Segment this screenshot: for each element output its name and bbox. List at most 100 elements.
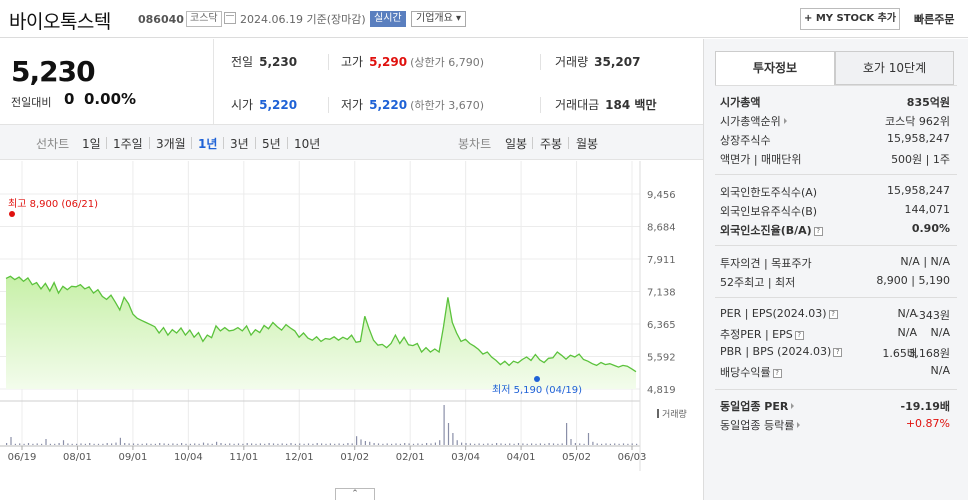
x-tick-label: 09/01: [118, 452, 147, 463]
x-tick-label: 01/02: [340, 452, 369, 463]
row-market-cap-rank[interactable]: 시가총액순위 코스닥 962위: [720, 115, 950, 128]
price-chart[interactable]: 9,456 8,684 7,911 7,138 6,365 5,592 4,819 최고 8…: [0, 161, 703, 500]
price-stats: 전일 5,230 고가 5,290 (상한가 6,790) 거래량 35,207 시가 5…: [213, 39, 703, 124]
quick-order-link[interactable]: 빠른주문: [914, 13, 955, 26]
volume-bar: [176, 443, 178, 445]
volume-bar: [430, 443, 432, 445]
volume-bar: [286, 443, 288, 445]
volume-bar: [242, 443, 244, 445]
divider: [328, 54, 329, 70]
volume-bar: [347, 443, 349, 445]
x-tick-label: 11/01: [229, 452, 258, 463]
volume-bar: [84, 443, 86, 445]
row-industry-rate[interactable]: 동일업종 등락률 +0.87%: [720, 417, 950, 432]
volume-bar: [49, 443, 51, 445]
volume-bar: [474, 443, 476, 445]
company-overview-dropdown[interactable]: 기업개요 ▾: [411, 11, 466, 27]
row-foreign-holding: 외국인보유주식수(B) 144,071: [720, 203, 950, 218]
volume-bar: [452, 433, 454, 445]
row-industry-per[interactable]: 동일업종 PER -19.19배: [720, 400, 950, 413]
volume-bar: [399, 443, 401, 445]
volume-bar: [447, 423, 450, 445]
help-icon[interactable]: ?: [813, 227, 823, 236]
tab-5y[interactable]: 5년: [262, 137, 281, 151]
row-market-cap: 시가총액 835억원: [720, 96, 950, 109]
x-tick-label: 04/01: [507, 452, 536, 463]
divider: [715, 245, 957, 246]
x-tick-label: 08/01: [63, 452, 92, 463]
volume-bar: [141, 443, 143, 445]
volume-bar: [137, 443, 139, 445]
x-tick-label: 06/19: [8, 452, 37, 463]
my-stock-add-button[interactable]: + MY STOCK 추가: [800, 8, 900, 30]
volume-bar: [544, 443, 546, 445]
volume-bar: [202, 442, 205, 445]
volume-bar: [299, 443, 301, 445]
volume-bar: [189, 443, 191, 445]
tab-weekly-candle[interactable]: 주봉: [540, 137, 563, 151]
volume-bar: [382, 443, 384, 445]
row-foreign-ratio: 외국인소진율(B/A)? 0.90%: [720, 222, 950, 237]
volume-bar: [150, 443, 152, 445]
volume-bar: [377, 443, 380, 445]
volume-bar: [360, 439, 362, 445]
volume-bar: [277, 443, 279, 445]
volume-bar: [404, 443, 406, 445]
volume-bar: [128, 443, 130, 445]
stat-amount: 거래대금 184 백만: [555, 98, 657, 112]
chart-collapse-toggle[interactable]: ⌃: [335, 488, 375, 500]
volume-bar: [229, 443, 231, 445]
tab-1d[interactable]: 1일: [82, 137, 101, 151]
volume-bar: [487, 443, 489, 445]
volume-bar: [526, 443, 528, 445]
x-tick-label: 02/01: [396, 452, 425, 463]
help-icon[interactable]: ?: [833, 348, 843, 357]
volume-bar: [609, 443, 611, 445]
row-listed-shares: 상장주식수 15,958,247: [720, 132, 950, 147]
tab-order-book[interactable]: 호가 10단계: [835, 51, 954, 85]
tab-daily-candle[interactable]: 일봉: [505, 137, 528, 151]
volume-bar: [622, 443, 625, 445]
change-percent: 0.00%: [84, 90, 137, 108]
help-icon[interactable]: ?: [794, 331, 804, 340]
volume-bar: [461, 442, 463, 445]
volume-bar: [237, 443, 240, 445]
volume-bar: [535, 443, 537, 445]
x-tick-label: 10/04: [174, 452, 203, 463]
volume-bar: [216, 441, 218, 445]
volume-bar: [504, 443, 506, 445]
realtime-button[interactable]: 실시간: [370, 11, 406, 27]
tab-3y[interactable]: 3년: [230, 137, 249, 151]
row-face-value: 액면가 | 매매단위 500원 | 1주: [720, 153, 950, 166]
volume-bar: [456, 440, 458, 445]
volume-bar: [119, 437, 121, 445]
tab-1w[interactable]: 1주일: [113, 137, 143, 151]
volume-bar: [307, 443, 310, 445]
tab-10y[interactable]: 10년: [294, 137, 321, 151]
volume-bar: [259, 443, 261, 445]
stat-prev: 전일 5,230: [231, 55, 298, 69]
help-icon[interactable]: ?: [828, 310, 838, 319]
divider: [568, 137, 569, 149]
volume-bar: [220, 443, 222, 445]
volume-bar: [627, 443, 629, 445]
volume-label: 거래량: [662, 408, 687, 420]
volume-bar: [76, 443, 78, 445]
volume-bar: [185, 443, 187, 445]
divider: [223, 137, 224, 149]
divider: [715, 85, 957, 86]
help-icon[interactable]: ?: [772, 369, 782, 378]
volume-bar: [62, 440, 65, 445]
volume-bar: [395, 443, 397, 445]
x-tick-label: 03/04: [451, 452, 480, 463]
tab-1y[interactable]: 1년: [198, 137, 218, 151]
volume-bar: [351, 443, 353, 445]
volume-bar: [27, 443, 30, 445]
volume-bar: [548, 443, 550, 445]
row-dividend: 배당수익률? N/A: [720, 364, 950, 379]
tab-3m[interactable]: 3개월: [156, 137, 186, 151]
tab-monthly-candle[interactable]: 월봉: [576, 137, 599, 151]
volume-bar: [67, 443, 69, 445]
tab-investment-info[interactable]: 투자정보: [715, 51, 835, 85]
investment-info-panel: 투자정보 호가 10단계 시가총액 835억원 시가총액순위 코스닥 962위 상장…: [703, 39, 968, 500]
